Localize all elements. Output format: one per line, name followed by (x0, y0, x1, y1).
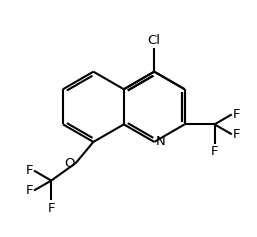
Text: F: F (211, 146, 218, 159)
Text: Cl: Cl (148, 34, 161, 47)
Text: N: N (155, 135, 165, 148)
Text: F: F (233, 108, 241, 121)
Text: F: F (233, 128, 241, 141)
Text: F: F (25, 184, 33, 197)
Text: F: F (25, 164, 33, 177)
Text: F: F (48, 202, 55, 215)
Text: O: O (64, 156, 75, 169)
